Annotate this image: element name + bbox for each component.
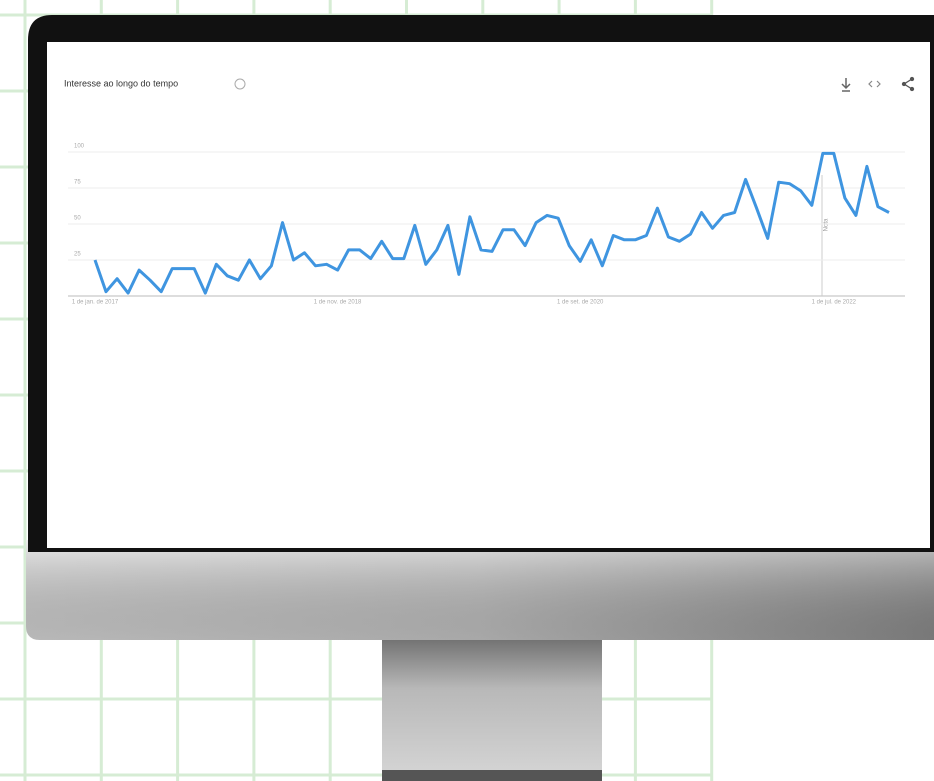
y-tick-label: 100 — [74, 144, 85, 150]
y-tick-label: 75 — [74, 180, 81, 186]
card-title: Interesse ao longo do tempo — [64, 78, 178, 88]
help-icon[interactable] — [234, 78, 246, 90]
x-tick-label: 1 de nov. de 2018 — [314, 300, 362, 306]
screen — [47, 42, 930, 548]
y-tick-label: 25 — [74, 252, 81, 258]
x-tick-label: 1 de set. de 2020 — [557, 300, 604, 306]
annotation-label: Nota — [824, 218, 830, 231]
monitor-chin-shade — [26, 540, 934, 640]
trend-card: Interesse ao longo do tempo Nota 25 50 75 1… — [64, 76, 915, 306]
x-tick-label: 1 de jan. de 2017 — [72, 300, 119, 306]
share-icon[interactable] — [901, 76, 915, 92]
y-tick-label: 50 — [74, 216, 81, 222]
monitor-stand — [382, 636, 602, 781]
embed-icon[interactable] — [868, 80, 881, 88]
stand-base — [382, 770, 602, 781]
trend-line — [93, 151, 890, 295]
download-icon[interactable] — [841, 78, 851, 92]
x-tick-label: 1 de jul. de 2022 — [812, 300, 857, 306]
